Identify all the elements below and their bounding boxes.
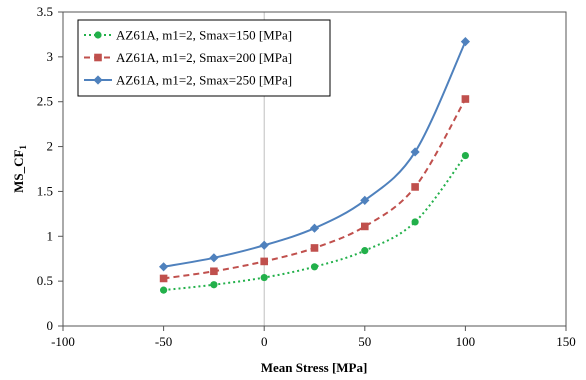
data-point	[210, 267, 218, 276]
series-2	[159, 95, 470, 283]
x-tick-label: -100	[51, 334, 75, 349]
data-point	[210, 281, 218, 289]
data-point	[460, 37, 470, 47]
data-point	[310, 244, 319, 252]
x-tick-label: 100	[456, 334, 476, 349]
data-point	[160, 286, 168, 294]
data-point	[361, 222, 369, 231]
legend-label: AZ61A, m1=2, Smax=200 [MPa]	[116, 50, 292, 65]
x-axis-title: Mean Stress [MPa]	[261, 360, 368, 375]
data-point	[260, 273, 268, 282]
x-tick-label: 0	[261, 334, 268, 349]
y-axis-title: MS_CF1	[11, 145, 28, 193]
data-point	[361, 247, 369, 255]
data-point	[309, 223, 320, 233]
data-point	[159, 262, 169, 272]
y-tick-label: 1	[47, 228, 54, 243]
y-tick-label: 2.5	[37, 94, 53, 109]
data-point	[209, 253, 219, 263]
legend-item: AZ61A, m1=2, Smax=150 [MPa]	[84, 28, 292, 43]
data-point	[461, 95, 470, 103]
legend-marker	[94, 31, 102, 39]
y-tick-label: 0	[47, 318, 54, 333]
data-point	[411, 183, 419, 191]
legend-item: AZ61A, m1=2, Smax=250 [MPa]	[84, 73, 292, 88]
x-tick-label: 50	[358, 334, 371, 349]
data-point	[159, 274, 168, 283]
data-point	[461, 151, 469, 160]
data-point	[310, 263, 319, 271]
y-tick-label: 1.5	[37, 183, 53, 198]
x-tick-label: 150	[556, 334, 576, 349]
legend-item: AZ61A, m1=2, Smax=200 [MPa]	[84, 50, 292, 65]
data-point	[360, 195, 370, 205]
y-tick-label: 3	[47, 49, 54, 64]
plot-area	[62, 11, 567, 327]
legend-box	[77, 19, 331, 97]
legend-label: AZ61A, m1=2, Smax=150 [MPa]	[116, 28, 292, 43]
data-point	[259, 240, 269, 250]
data-point	[410, 147, 420, 157]
series-3	[159, 37, 470, 272]
y-tick-label: 0.5	[37, 273, 53, 288]
legend-marker	[93, 75, 103, 85]
series-1	[160, 151, 469, 294]
y-tick-label: 2	[47, 139, 54, 154]
legend-label: AZ61A, m1=2, Smax=250 [MPa]	[116, 73, 292, 88]
x-tick-label: -50	[155, 334, 172, 349]
y-axis-title-subscript: 1	[18, 145, 28, 150]
y-axis-title-main: MS_CF	[11, 150, 26, 193]
data-point	[260, 257, 268, 266]
y-tick-label: 3.5	[37, 4, 53, 19]
data-point	[411, 218, 419, 226]
legend: AZ61A, m1=2, Smax=150 [MPa] AZ61A, m1=2, …	[77, 19, 331, 97]
legend-marker	[94, 53, 102, 62]
